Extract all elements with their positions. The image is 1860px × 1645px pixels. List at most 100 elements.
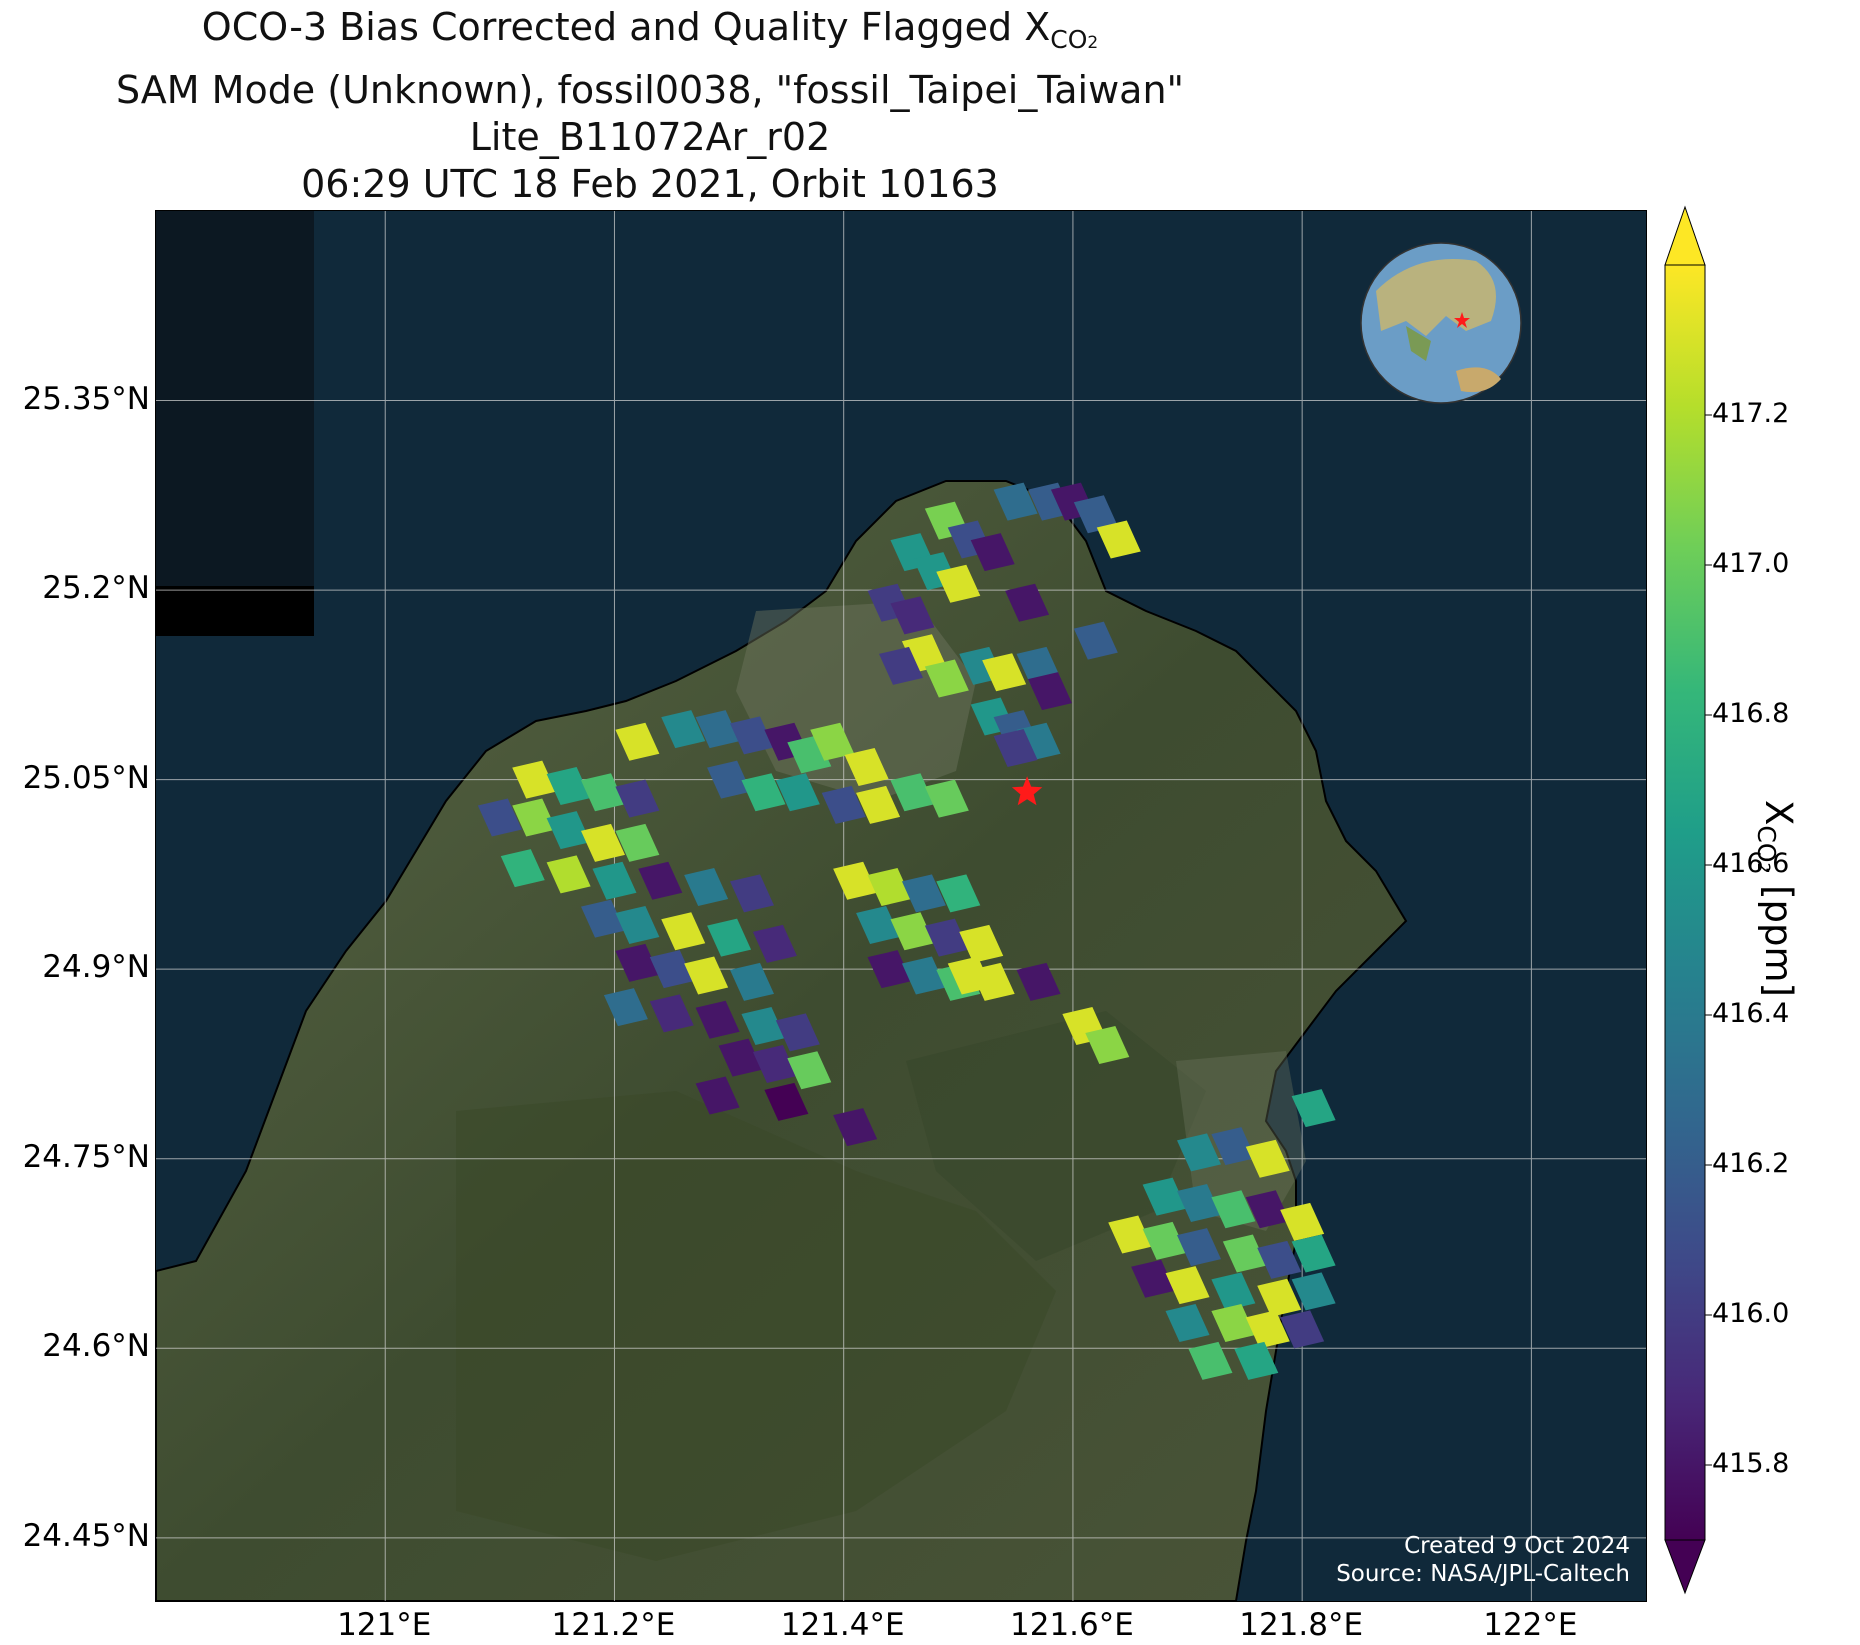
xco2-sounding (512, 760, 557, 799)
xco2-sounding (1291, 1272, 1336, 1311)
lon-tick-label: 121°E (337, 1607, 432, 1643)
xco2-sounding (661, 710, 706, 749)
xco2-sounding (695, 1000, 740, 1039)
xco2-sounding (1073, 621, 1118, 660)
colorbar-tick-label: 416.8 (1712, 698, 1790, 729)
lat-tick-label: 24.9°N (42, 949, 150, 986)
xco2-sounding (856, 905, 901, 944)
xco2-sounding (890, 596, 935, 635)
xco2-sounding (1211, 1272, 1256, 1311)
xco2-sounding (844, 748, 889, 786)
xco2-sounding (752, 924, 797, 963)
xco2-sounding (867, 950, 912, 989)
xco2-sounding (936, 874, 981, 913)
xco2-sounding (546, 766, 591, 805)
xco2-sounding (959, 924, 1004, 963)
xco2-sounding (615, 905, 660, 944)
xco2-sounding (1142, 1177, 1187, 1216)
xco2-sounding (615, 722, 660, 761)
xco2-sounding (1085, 1026, 1130, 1064)
xco2-sounding (581, 823, 625, 862)
xco2-sounding (615, 779, 660, 818)
xco2-sounding (775, 1013, 820, 1052)
title-line-2: SAM Mode (Unknown), fossil0038, "fossil_… (115, 68, 1185, 112)
xco2-sounding (993, 729, 1038, 768)
xco2-sounding (1108, 1215, 1153, 1254)
xco2-sounding (1131, 1259, 1176, 1298)
map-canvas (156, 211, 1646, 1601)
xco2-sounding (1291, 1234, 1336, 1273)
globe-star-marker (1454, 312, 1470, 328)
xco2-sounding (833, 1108, 878, 1147)
map-gridlines (156, 211, 1646, 1601)
xco2-sounding (947, 956, 992, 995)
imagery-gap-black (156, 586, 314, 636)
xco2-sounding (649, 950, 694, 989)
xco2-sounding (1245, 1310, 1290, 1349)
xco2-sounding (1211, 1190, 1256, 1229)
xco2-sounding (1142, 1221, 1187, 1260)
xco2-sounding (924, 659, 969, 698)
lon-tick-label: 121.8°E (1239, 1607, 1364, 1643)
xco2-sounding (821, 785, 866, 824)
colorbar-label: XCO2 [ppm] (1752, 800, 1800, 997)
globe-asia-land (1376, 259, 1496, 336)
xco2-sounding (1245, 1139, 1290, 1178)
xco2-sounding (1257, 1278, 1302, 1317)
xco2-sounding (1096, 520, 1141, 559)
lat-tick-label: 25.35°N (22, 380, 150, 417)
colorbar-tick-label: 417.2 (1712, 398, 1790, 429)
xco2-sounding (581, 773, 625, 812)
xco2-sounding (1257, 1240, 1302, 1279)
xco2-sounding (1291, 1089, 1336, 1128)
xco2-sounding (764, 1082, 809, 1121)
inset-globe (1360, 242, 1522, 404)
xco2-sounding (1211, 1127, 1256, 1166)
globe-australia (1456, 367, 1501, 393)
colorbar-tick-label: 416.0 (1712, 1298, 1790, 1329)
xco2-sounding (924, 779, 969, 818)
chart-title: OCO-3 Bias Corrected and Quality Flagged… (0, 4, 1300, 208)
xco2-sounding (775, 773, 820, 812)
credit-created: Created 9 Oct 2024 (1404, 1533, 1630, 1559)
xco2-sounding (1245, 1190, 1290, 1229)
xco2-sounding (970, 533, 1015, 572)
xco2-sounding (1222, 1234, 1267, 1273)
globe-land-green (1406, 326, 1431, 361)
colorbar (1664, 205, 1712, 1595)
xco2-sounding (993, 482, 1038, 521)
target-star-marker (1011, 776, 1043, 806)
xco2-sounding (615, 943, 660, 982)
xco2-sounding (1165, 1304, 1210, 1342)
map-panel[interactable] (155, 210, 1647, 1602)
xco2-sounding (695, 1076, 740, 1115)
xco2-sounding (810, 722, 855, 761)
xco2-sounding (546, 855, 591, 894)
xco2-sounding (924, 918, 969, 957)
xco2-sounding (833, 861, 878, 900)
colorbar-outline (1664, 264, 1706, 1541)
xco2-sounding (1188, 1341, 1233, 1380)
colorbar-extend-bottom (1664, 1539, 1706, 1595)
credit-text: Created 9 Oct 2024 Source: NASA/JPL-Calt… (1230, 1532, 1630, 1588)
xco2-sounding (1234, 1341, 1279, 1380)
title-line-3: Lite_B11072Ar_r02 (469, 115, 831, 159)
xco2-sounding (741, 1007, 786, 1046)
xco2-sounding (1211, 1304, 1256, 1342)
colorbar-extend-top (1664, 205, 1706, 266)
xco2-sounding (982, 653, 1027, 692)
title-line-1: OCO-3 Bias Corrected and Quality Flagged… (201, 5, 1099, 54)
xco2-sounding (730, 962, 774, 1001)
xco2-sounding (1028, 672, 1072, 711)
lat-tick-label: 25.2°N (42, 570, 150, 607)
xco2-sounding (695, 710, 740, 749)
xco2-sounding (1280, 1310, 1325, 1349)
colorbar-tick-label: 417.0 (1712, 548, 1790, 579)
lat-tick-label: 24.45°N (22, 1517, 150, 1554)
xco2-sounding (718, 1038, 763, 1077)
xco2-sounding (500, 849, 545, 888)
xco2-sounding (615, 823, 660, 862)
xco2-sounding (901, 874, 946, 913)
xco2-sounding (890, 773, 935, 812)
xco2-sounding (477, 798, 522, 837)
